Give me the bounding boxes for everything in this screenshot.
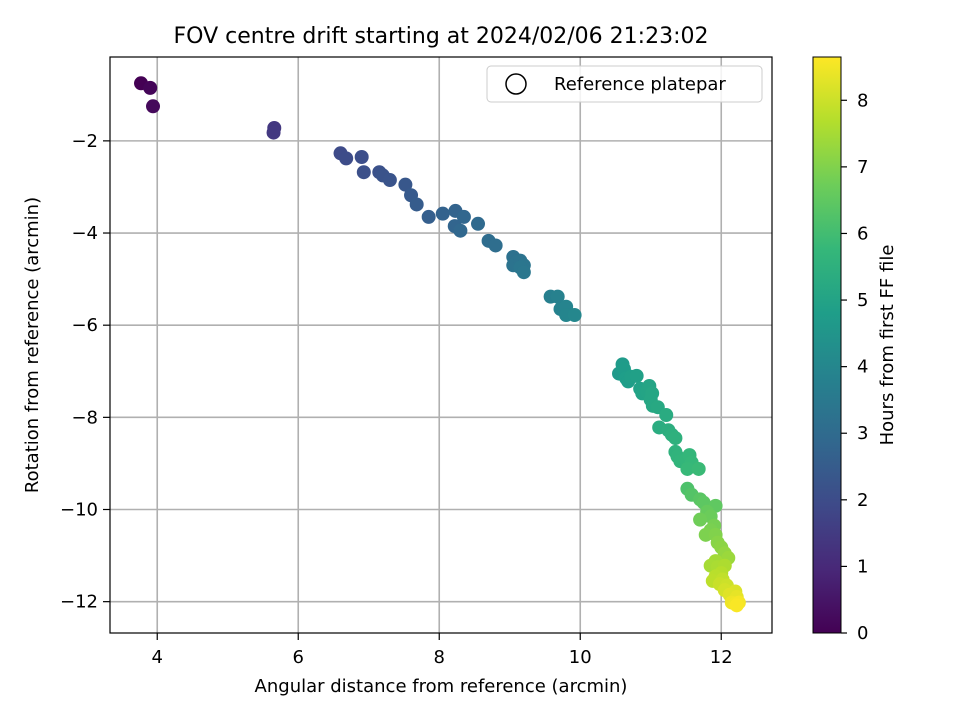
y-axis-ticks: −2 −4 −6 −8 −10 −12 <box>60 131 110 613</box>
x-axis-label: Angular distance from reference (arcmin) <box>255 676 628 697</box>
colorbar-tick-label: 4 <box>857 357 868 378</box>
scatter-point <box>356 165 371 180</box>
grid-lines <box>110 57 772 633</box>
colorbar-tick-label: 1 <box>857 556 868 577</box>
scatter-point <box>456 209 471 224</box>
scatter-point <box>698 527 713 542</box>
scatter-point <box>354 149 369 164</box>
x-tick-label: 12 <box>710 647 733 668</box>
y-tick-label: −8 <box>71 407 98 428</box>
scatter-point <box>382 173 397 188</box>
y-tick-label: −10 <box>60 500 98 521</box>
scatter-point <box>398 177 413 192</box>
colorbar-tick-label: 8 <box>857 90 868 111</box>
y-axis-label: Rotation from reference (arcmin) <box>22 197 43 493</box>
scatter-point <box>550 289 565 304</box>
colorbar-ticks: 0 1 2 3 4 5 6 7 8 <box>841 90 868 644</box>
y-tick-label: −2 <box>71 131 98 152</box>
colorbar-gradient <box>812 56 842 634</box>
colorbar-tick-label: 0 <box>857 623 868 644</box>
x-tick-label: 6 <box>293 647 304 668</box>
colorbar-tick-label: 3 <box>857 423 868 444</box>
colorbar-tick-label: 2 <box>857 490 868 511</box>
legend-box <box>486 65 763 103</box>
scatter-point <box>680 461 695 476</box>
plot-area-frame <box>109 56 773 634</box>
x-tick-label: 10 <box>569 647 592 668</box>
scatter-point <box>146 99 161 114</box>
colorbar-tick-label: 5 <box>857 290 868 311</box>
colorbar-tick-label: 7 <box>857 157 868 178</box>
x-axis-ticks: 4 6 8 10 12 <box>152 633 733 668</box>
scatter-point <box>567 308 582 323</box>
scatter-point <box>659 408 674 423</box>
legend: Reference platepar <box>486 65 763 103</box>
legend-entry: Reference platepar <box>554 74 726 95</box>
scatter-point <box>691 461 706 476</box>
scatter-point <box>435 206 450 221</box>
y-tick-label: −6 <box>71 315 98 336</box>
y-tick-label: −12 <box>60 592 98 613</box>
scatter-point <box>668 431 683 446</box>
scatter-point <box>409 197 424 212</box>
scatter-point <box>421 209 436 224</box>
colorbar: 0 1 2 3 4 5 6 7 8 Hours from first FF file <box>812 56 898 644</box>
scatter-point <box>645 386 660 401</box>
scatter-point <box>516 265 531 280</box>
scatter-point <box>471 216 486 231</box>
scatter-point <box>729 598 744 613</box>
scatter-point <box>488 238 503 253</box>
scatter-point <box>629 368 644 383</box>
x-tick-label: 8 <box>434 647 445 668</box>
colorbar-tick-label: 6 <box>857 223 868 244</box>
scatter-points <box>134 76 746 613</box>
chart-title: FOV centre drift starting at 2024/02/06 … <box>174 24 709 49</box>
scatter-point <box>693 512 708 527</box>
scatter-point <box>266 125 281 140</box>
legend-marker-circle <box>505 73 527 95</box>
scatter-point <box>453 223 468 238</box>
scatter-point <box>143 80 158 95</box>
y-tick-label: −4 <box>71 223 98 244</box>
colorbar-label: Hours from first FF file <box>877 245 898 446</box>
x-tick-label: 4 <box>152 647 163 668</box>
scatter-point <box>339 151 354 166</box>
